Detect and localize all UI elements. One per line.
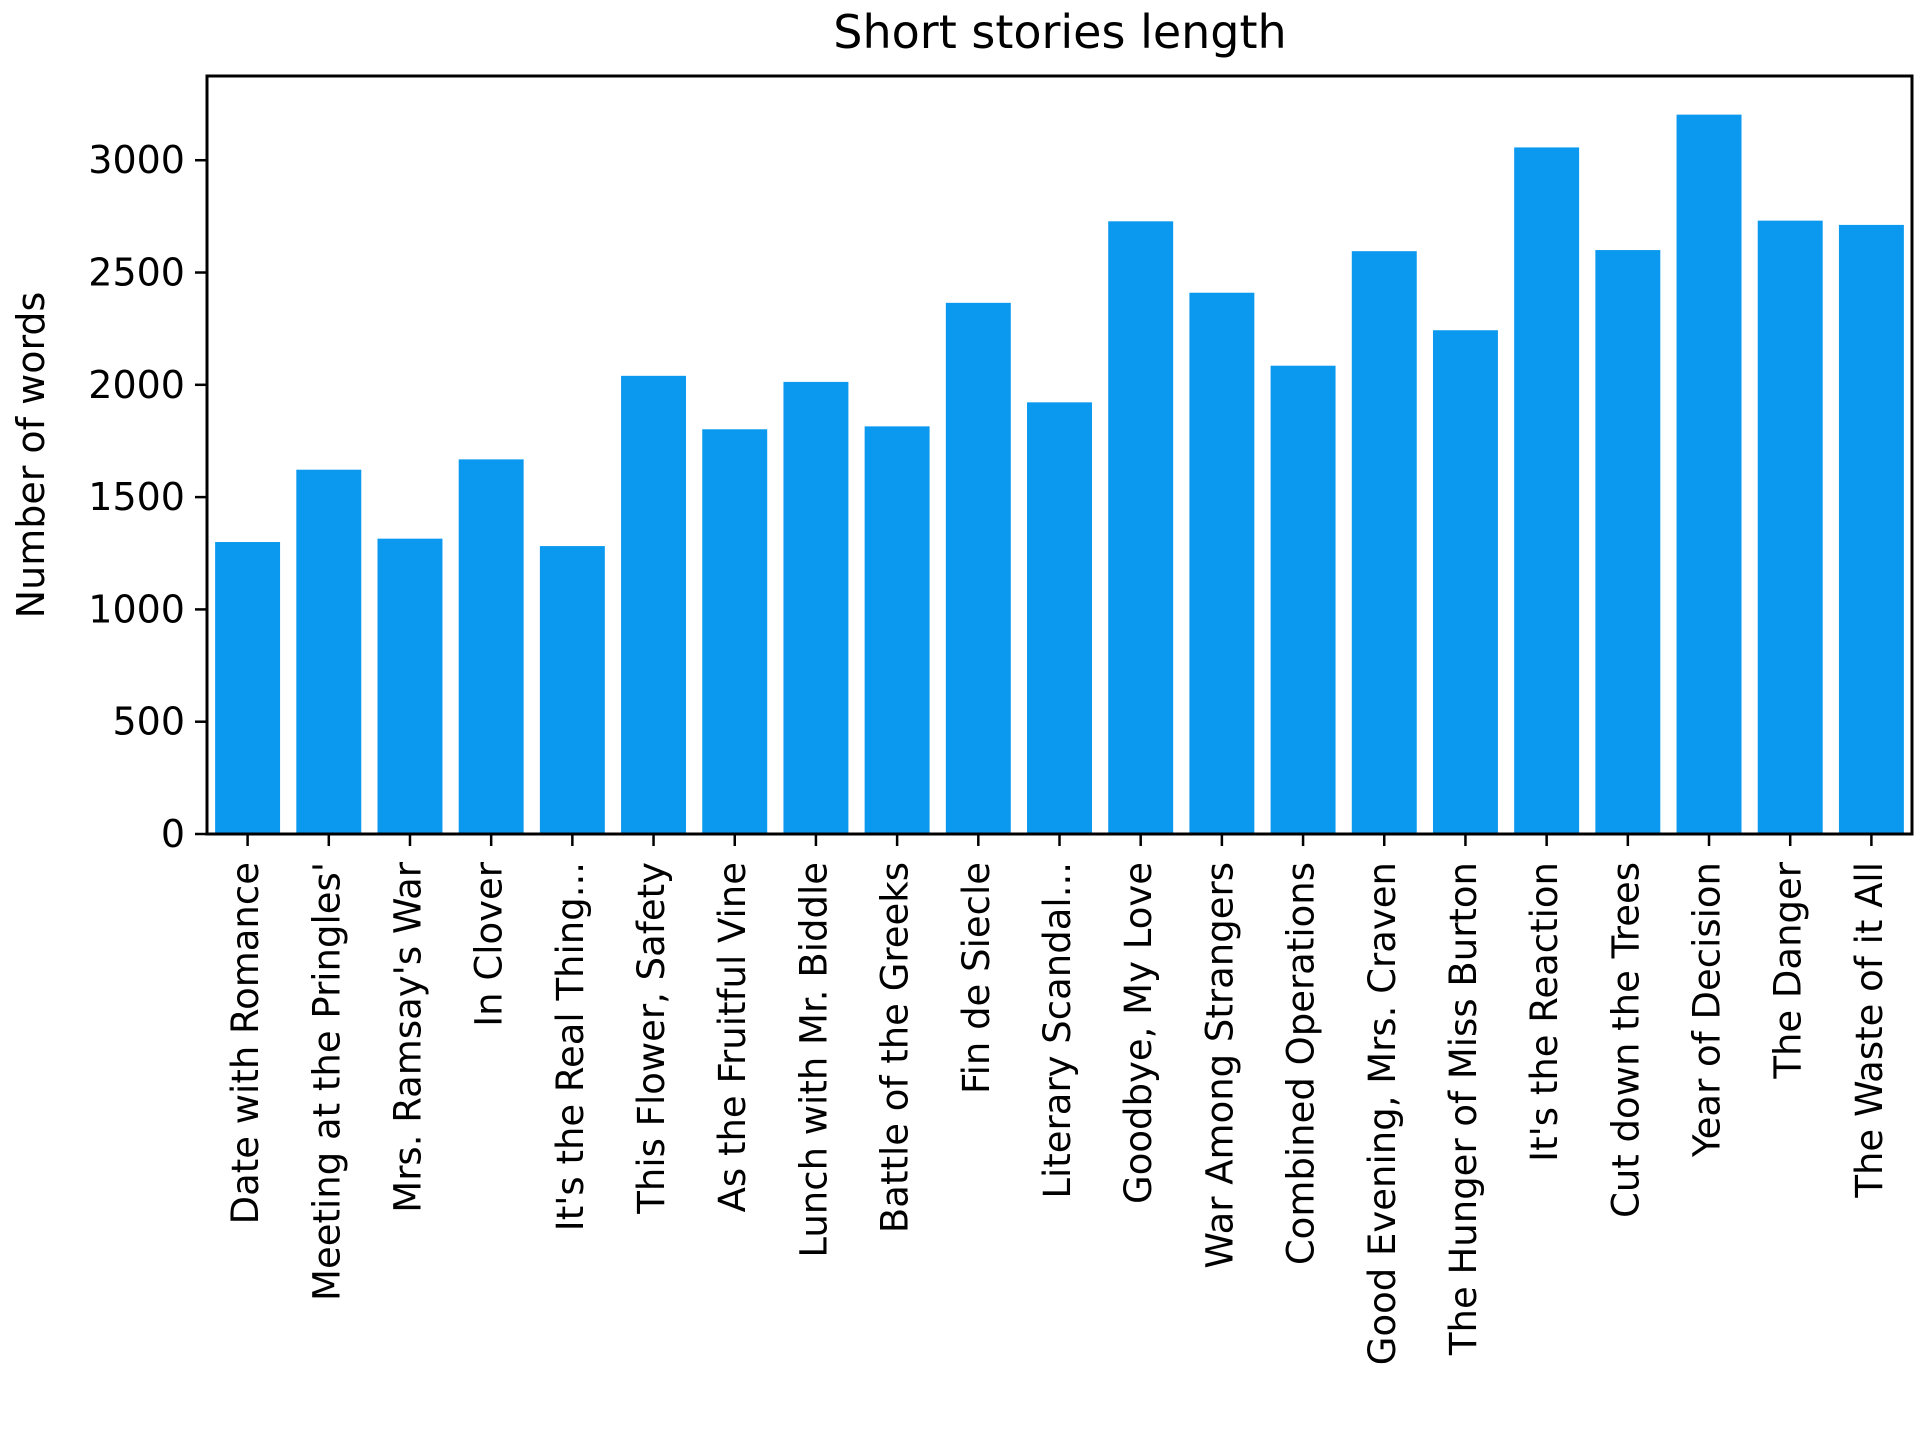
y-tick-label: 1500 bbox=[88, 475, 185, 519]
x-tick-label: Meeting at the Pringles' bbox=[305, 862, 348, 1301]
bar bbox=[621, 375, 687, 834]
x-tick-label: Year of Decision bbox=[1686, 862, 1729, 1158]
bars-group bbox=[215, 114, 1904, 835]
bar bbox=[1595, 250, 1661, 834]
x-tick-label: Mrs. Ramsay's War bbox=[386, 861, 429, 1212]
y-axis-ticks: 0 500 1000 1500 2000 2500 3000 bbox=[88, 138, 207, 856]
x-tick-label: Battle of the Greeks bbox=[874, 862, 917, 1233]
x-tick-label: Combined Operations bbox=[1280, 862, 1323, 1265]
bar bbox=[215, 542, 281, 834]
chart-title: Short stories length bbox=[833, 5, 1286, 59]
y-tick-label: 500 bbox=[112, 700, 185, 744]
bar bbox=[296, 469, 362, 834]
y-tick-label: 2500 bbox=[88, 251, 185, 295]
bar bbox=[1108, 221, 1174, 834]
x-tick-label: Goodbye, My Love bbox=[1117, 862, 1160, 1204]
bar bbox=[1027, 402, 1092, 834]
y-tick-label: 1000 bbox=[88, 587, 185, 631]
x-axis-ticks: Date with Romance Meeting at the Pringles… bbox=[224, 834, 1891, 1365]
x-tick-label: The Danger bbox=[1767, 861, 1810, 1079]
x-tick-label: The Hunger of Miss Burton bbox=[1442, 862, 1485, 1356]
bar bbox=[1189, 292, 1255, 835]
bar bbox=[1757, 220, 1823, 834]
x-tick-label: As the Fruitful Vine bbox=[711, 862, 754, 1212]
bar bbox=[1432, 330, 1498, 834]
x-tick-label: It's the Real Thing... bbox=[549, 862, 592, 1231]
y-tick-label: 0 bbox=[161, 812, 185, 856]
bar bbox=[1676, 114, 1742, 834]
bar bbox=[1270, 365, 1336, 834]
bar bbox=[783, 381, 849, 834]
bar bbox=[1838, 224, 1904, 834]
y-tick-label: 2000 bbox=[88, 363, 185, 407]
bar bbox=[864, 426, 930, 834]
bar bbox=[458, 459, 524, 834]
x-tick-label: The Waste of it All bbox=[1848, 862, 1891, 1199]
bar bbox=[539, 546, 605, 834]
bar bbox=[1514, 147, 1580, 835]
bar bbox=[702, 429, 768, 834]
bar bbox=[1351, 251, 1417, 834]
y-tick-label: 3000 bbox=[88, 138, 185, 182]
x-tick-label: It's the Reaction bbox=[1523, 862, 1566, 1162]
x-tick-label: In Clover bbox=[468, 861, 511, 1027]
x-tick-label: Good Evening, Mrs. Craven bbox=[1361, 862, 1404, 1365]
x-tick-label: Date with Romance bbox=[224, 862, 267, 1224]
x-tick-label: Lunch with Mr. Biddle bbox=[792, 862, 835, 1258]
bar bbox=[945, 302, 1011, 835]
y-axis-label: Number of words bbox=[9, 292, 53, 619]
plot-frame bbox=[205, 74, 1914, 836]
x-tick-label: Literary Scandal... bbox=[1036, 862, 1079, 1199]
bar bbox=[377, 538, 443, 834]
x-tick-label: Cut down the Trees bbox=[1604, 862, 1647, 1218]
x-tick-label: Fin de Siecle bbox=[955, 862, 998, 1094]
x-tick-label: This Flower, Safety bbox=[630, 862, 673, 1215]
x-tick-label: War Among Strangers bbox=[1198, 862, 1241, 1269]
